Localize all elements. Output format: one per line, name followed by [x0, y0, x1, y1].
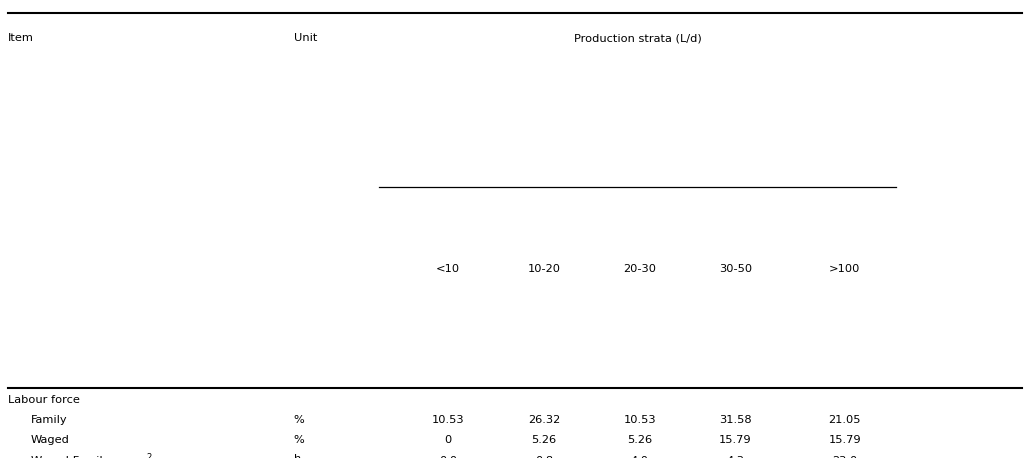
Text: Item: Item [8, 33, 34, 43]
Text: %: % [294, 415, 304, 425]
Text: %: % [294, 436, 304, 445]
Text: 31.58: 31.58 [719, 415, 752, 425]
Text: 0.8: 0.8 [535, 456, 553, 458]
Text: Waged: Waged [31, 436, 70, 445]
Text: 2: 2 [146, 453, 151, 458]
Text: 30-50: 30-50 [719, 264, 752, 274]
Text: 5.26: 5.26 [627, 436, 652, 445]
Text: <10: <10 [436, 264, 460, 274]
Text: 26.32: 26.32 [527, 415, 560, 425]
Text: 15.79: 15.79 [828, 436, 861, 445]
Text: Waged:Family: Waged:Family [31, 456, 110, 458]
Text: >100: >100 [829, 264, 860, 274]
Text: 21.05: 21.05 [828, 415, 861, 425]
Text: 0: 0 [444, 436, 452, 445]
Text: 5.26: 5.26 [531, 436, 556, 445]
Text: 0.0: 0.0 [439, 456, 457, 458]
Text: 10.53: 10.53 [623, 415, 656, 425]
Text: 4.0: 4.0 [630, 456, 649, 458]
Text: 10.53: 10.53 [432, 415, 465, 425]
Text: 4.3: 4.3 [726, 456, 745, 458]
Text: 23.0: 23.0 [832, 456, 857, 458]
Text: 15.79: 15.79 [719, 436, 752, 445]
Text: Labour force: Labour force [8, 395, 80, 404]
Text: Family: Family [31, 415, 68, 425]
Text: 10-20: 10-20 [527, 264, 560, 274]
Text: Production strata (L/d): Production strata (L/d) [574, 33, 701, 43]
Text: Unit: Unit [294, 33, 317, 43]
Text: 20-30: 20-30 [623, 264, 656, 274]
Text: h: h [294, 454, 301, 458]
